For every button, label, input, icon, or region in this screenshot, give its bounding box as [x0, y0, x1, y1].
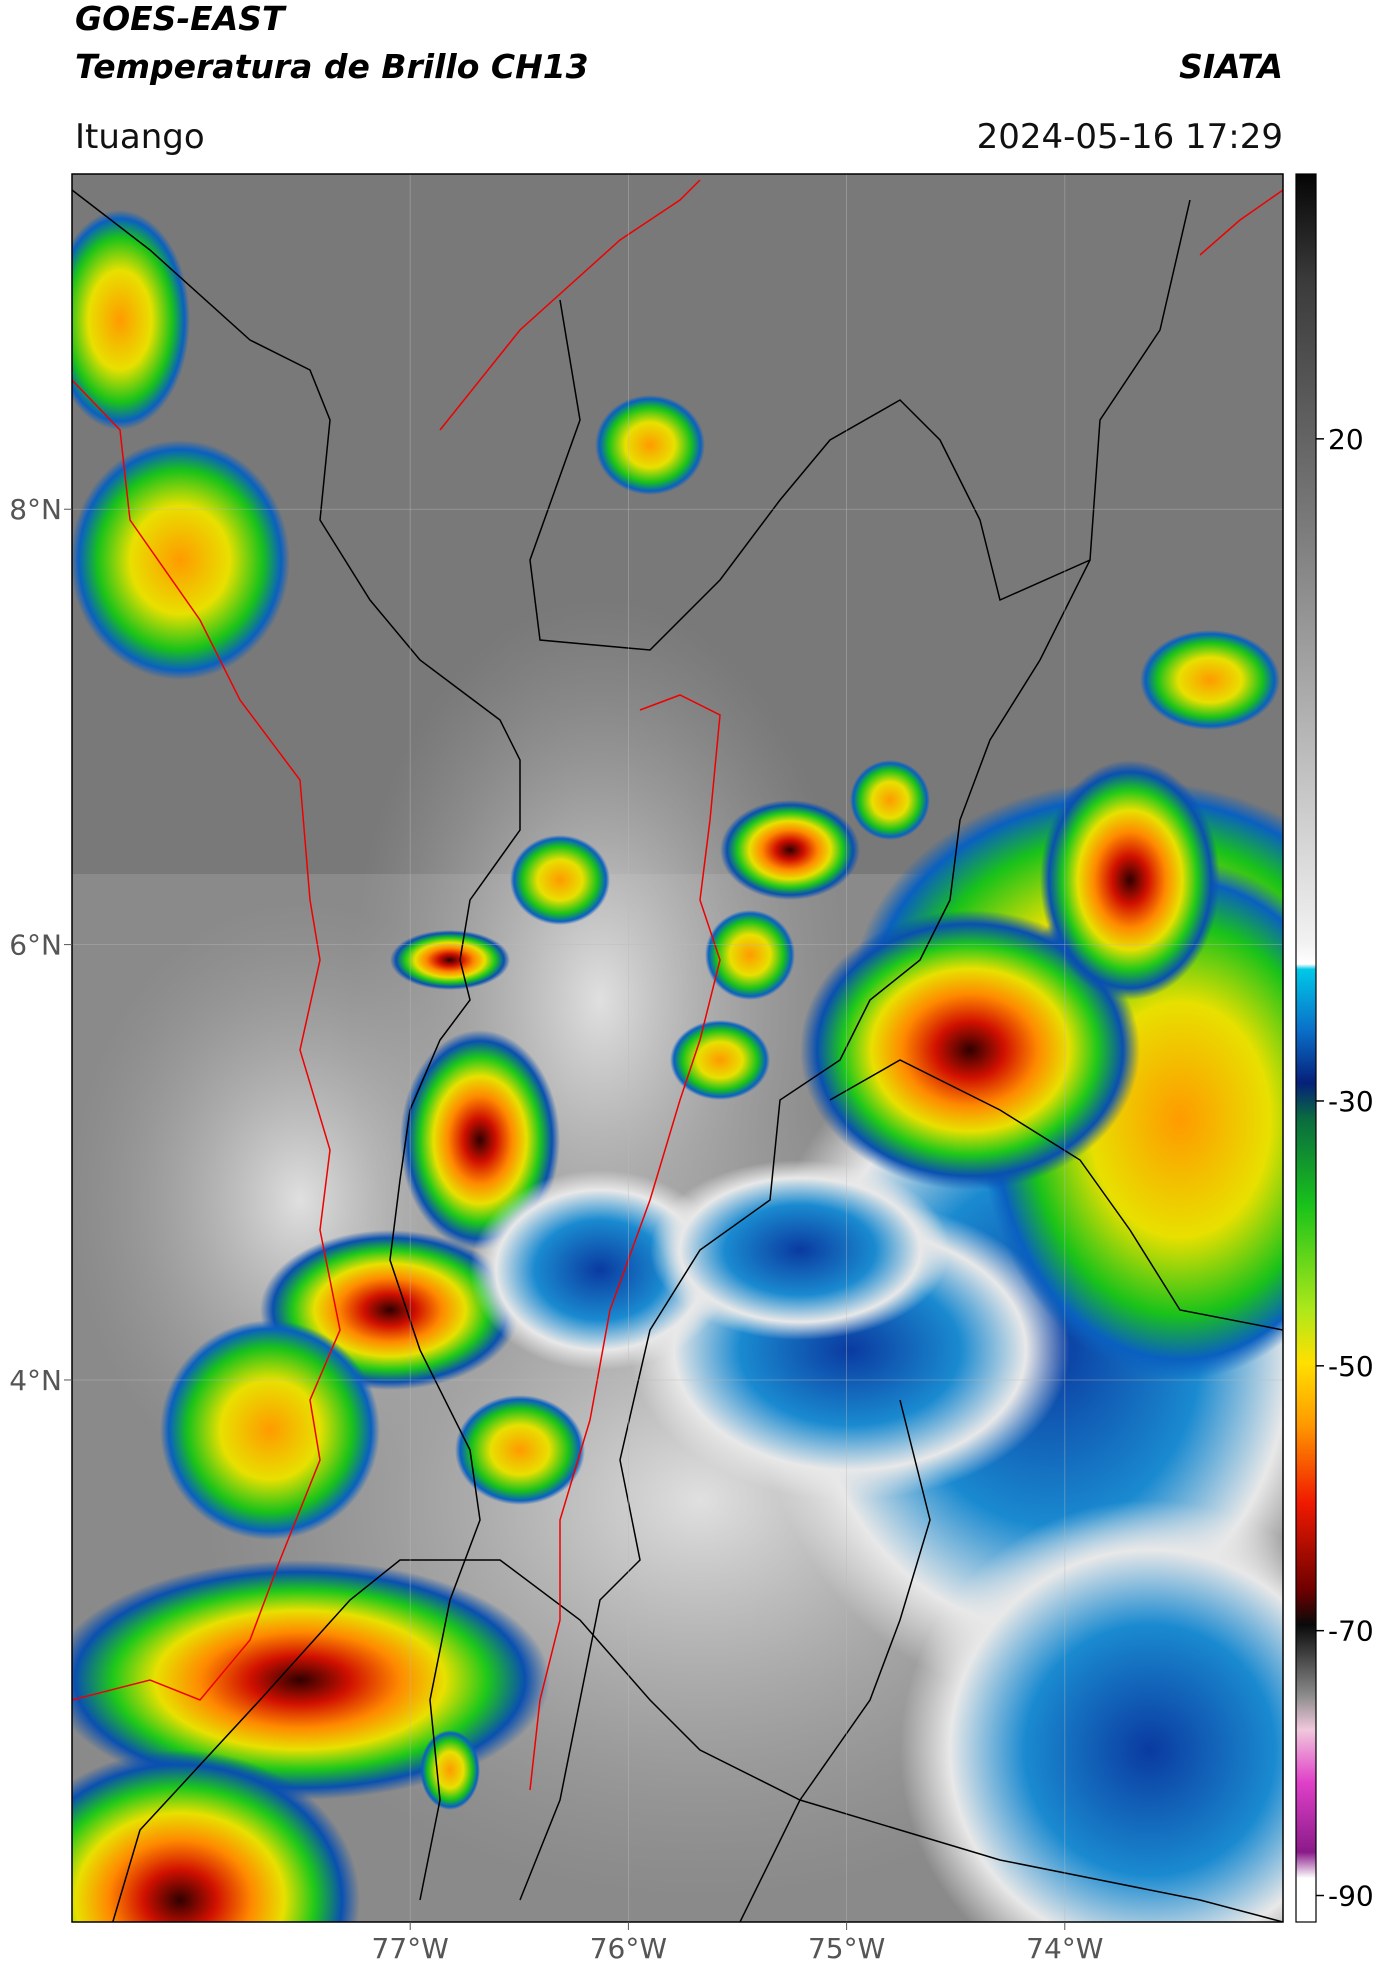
- map-frame: [71, 173, 1284, 1923]
- colorbar-tick-label: -30: [1328, 1085, 1374, 1118]
- subtitle: Temperatura de Brillo CH13: [75, 47, 589, 86]
- x-tick-label: 75°W: [808, 1932, 885, 1965]
- x-tick-label: 76°W: [590, 1932, 667, 1965]
- colorbar-tick-label: -90: [1328, 1880, 1374, 1913]
- colorbar: [1295, 173, 1317, 1923]
- y-tick-label: 4°N: [9, 1364, 62, 1397]
- x-tick-label: 74°W: [1026, 1932, 1103, 1965]
- colorbar-tick-label: -50: [1328, 1350, 1374, 1383]
- colorbar-tick-label: -70: [1328, 1615, 1374, 1648]
- graticule: [72, 174, 1283, 1922]
- location: Ituango: [75, 117, 205, 157]
- y-tick-label: 6°N: [9, 929, 62, 962]
- x-tick-label: 77°W: [372, 1932, 449, 1965]
- satellite-image: [72, 174, 1283, 1922]
- title: GOES-EAST: [75, 0, 287, 38]
- brand: SIATA: [1179, 47, 1283, 86]
- y-tick-label: 8°N: [9, 493, 62, 526]
- colorbar-tick-label: 20: [1328, 423, 1364, 456]
- timestamp: 2024-05-16 17:29: [977, 117, 1283, 157]
